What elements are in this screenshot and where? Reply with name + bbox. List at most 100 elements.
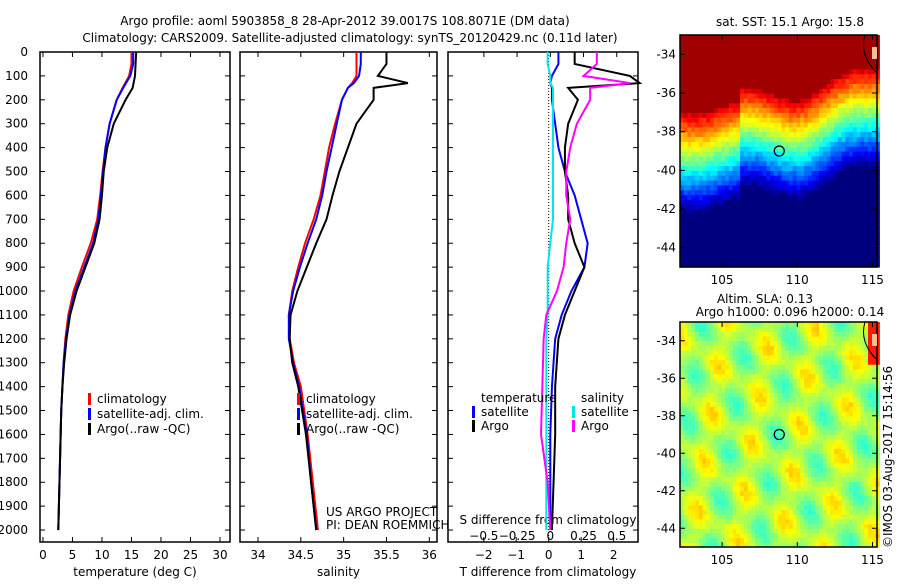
map-cell [834, 477, 838, 482]
map-cell [703, 397, 707, 402]
map-cell [751, 458, 755, 463]
map-cell [740, 510, 744, 515]
map-cell [714, 327, 718, 332]
map-cell [793, 238, 797, 243]
map-cell [834, 122, 838, 127]
map-cell [736, 392, 740, 397]
map-cell [804, 486, 808, 491]
map-cell [789, 486, 793, 491]
map-cell [759, 331, 763, 336]
map-cell [830, 45, 834, 50]
map-cell [699, 219, 703, 224]
map-cell [782, 127, 786, 132]
map-cell [845, 425, 849, 430]
map-cell [770, 166, 774, 171]
map-cell [759, 103, 763, 108]
map-cell [688, 248, 692, 253]
map-cell [721, 98, 725, 103]
map-cell [793, 122, 797, 127]
map-cell [733, 430, 737, 435]
map-cell [800, 228, 804, 233]
map-cell [842, 510, 846, 515]
map-cell [830, 505, 834, 510]
map-cell [759, 170, 763, 175]
map-cell [733, 514, 737, 519]
map-cell [695, 374, 699, 379]
map-cell [763, 54, 767, 59]
map-cell [736, 161, 740, 166]
map-cell [819, 463, 823, 468]
map-cell [804, 388, 808, 393]
map-cell [808, 35, 812, 40]
map-cell [785, 108, 789, 113]
map-cell [763, 519, 767, 524]
map-cell [819, 364, 823, 369]
map-cell [778, 204, 782, 209]
map-cell [842, 257, 846, 262]
map-cell [703, 374, 707, 379]
map-cell [778, 491, 782, 496]
map-cell [849, 505, 853, 510]
map-cell [845, 420, 849, 425]
map-cell [860, 166, 864, 171]
map-cell [793, 411, 797, 416]
map-cell [864, 88, 868, 93]
map-cell [868, 98, 872, 103]
map-cell [842, 161, 846, 166]
map-cell [838, 449, 842, 454]
map-cell [830, 54, 834, 59]
map-cell [804, 364, 808, 369]
map-cell [718, 40, 722, 45]
map-cell [827, 392, 831, 397]
map-cell [812, 161, 816, 166]
map-cell [793, 199, 797, 204]
map-cell [868, 156, 872, 161]
map-cell [804, 151, 808, 156]
map-cell [710, 151, 714, 156]
map-cell [766, 175, 770, 180]
map-cell [823, 83, 827, 88]
map-cell [729, 350, 733, 355]
map-cell [748, 392, 752, 397]
map-cell [860, 175, 864, 180]
map-cell [812, 50, 816, 55]
map-cell [782, 108, 786, 113]
map-cell [740, 505, 744, 510]
map-cell [785, 491, 789, 496]
map-cell [744, 141, 748, 146]
map-cell [721, 364, 725, 369]
map-cell [797, 495, 801, 500]
map-cell [706, 449, 710, 454]
map-cell [789, 360, 793, 365]
map-cell [744, 122, 748, 127]
map-cell [740, 374, 744, 379]
map-cell [845, 137, 849, 142]
map-cell [778, 533, 782, 538]
map-cell [751, 219, 755, 224]
depth-tick-label: 1100 [0, 308, 28, 322]
map-cell [812, 420, 816, 425]
map-cell [868, 122, 872, 127]
map-cell [797, 83, 801, 88]
map-cell [789, 481, 793, 486]
map-cell [748, 69, 752, 74]
map-cell [845, 514, 849, 519]
map-cell [808, 406, 812, 411]
map-cell [721, 108, 725, 113]
map-cell [691, 467, 695, 472]
map-cell [789, 336, 793, 341]
map-cell [815, 411, 819, 416]
map-cell [721, 533, 725, 538]
map-cell [838, 117, 842, 122]
map-cell [815, 161, 819, 166]
map-cell [800, 416, 804, 421]
map-cell [695, 519, 699, 524]
map-cell [718, 435, 722, 440]
map-cell [789, 322, 793, 327]
map-cell [834, 257, 838, 262]
map-cell [744, 83, 748, 88]
map-cell [864, 199, 868, 204]
map-cell [815, 345, 819, 350]
map-cell [695, 117, 699, 122]
map-cell [763, 233, 767, 238]
